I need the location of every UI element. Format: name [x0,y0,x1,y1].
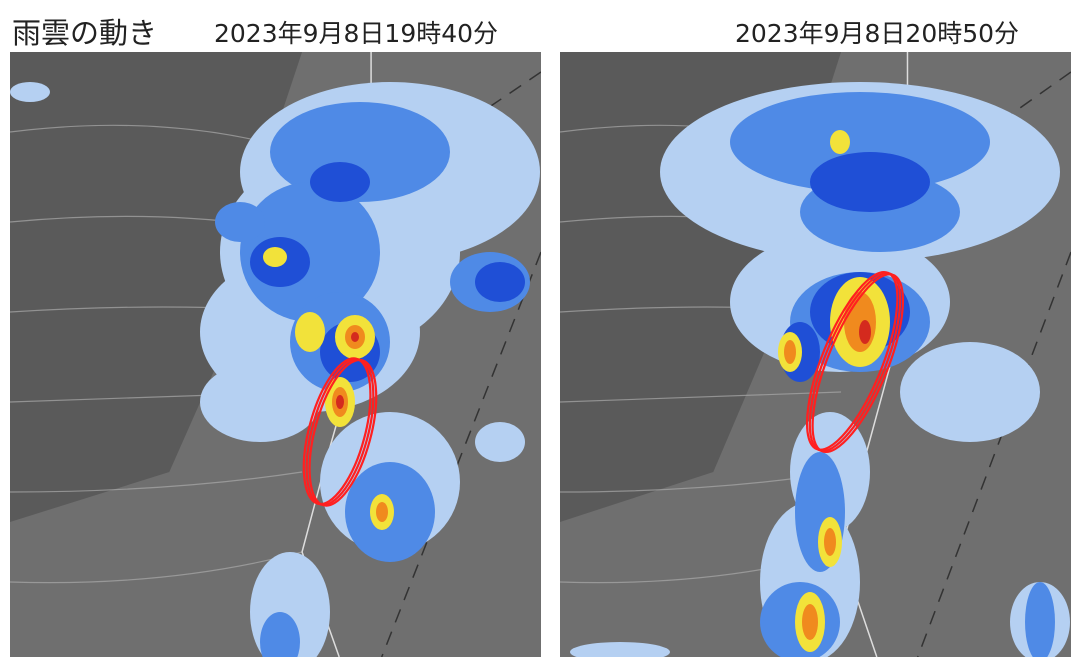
radar-map-right [560,52,1071,657]
rain-cell [784,340,796,364]
rain-cell [570,642,670,657]
linear-rainband-highlight-ellipse [308,358,378,507]
panel-left-timestamp: 2023年9月8日19時40分 [214,19,499,48]
rain-cell [351,332,359,342]
radar-map-left [10,52,541,657]
prefecture-boundary [10,471,303,493]
rain-cell [859,320,871,344]
rain-cell [730,92,990,192]
rain-cell [200,362,320,442]
rain-cell [475,422,525,462]
dashed-range-line [916,251,1071,657]
rain-cell [900,342,1040,442]
rain-cell [376,502,388,522]
rain-cell [475,262,525,302]
rain-cell [336,395,344,409]
page-title: 雨雲の動き [12,16,158,50]
rain-cell [810,152,930,212]
prefecture-boundary [560,391,842,403]
mountain-terrain [10,52,303,522]
rain-cell [215,202,265,242]
rain-cell [802,604,818,640]
rain-cell [1025,582,1055,657]
prefecture-boundary [10,551,303,584]
dashed-range-line [381,251,541,657]
rain-cell [295,312,325,352]
rain-cell [240,182,380,322]
radar-map-right-svg [560,52,1071,657]
rain-cell [310,162,370,202]
linear-rainband-highlight-ellipse [811,273,905,454]
radar-map-left-svg [10,52,541,657]
rain-cell [830,130,850,154]
rain-cell [824,528,836,556]
rain-cell [263,247,287,267]
rain-cell [10,82,50,102]
panel-right-timestamp: 2023年9月8日20時50分 [735,19,1020,48]
rain-cell [260,612,300,657]
